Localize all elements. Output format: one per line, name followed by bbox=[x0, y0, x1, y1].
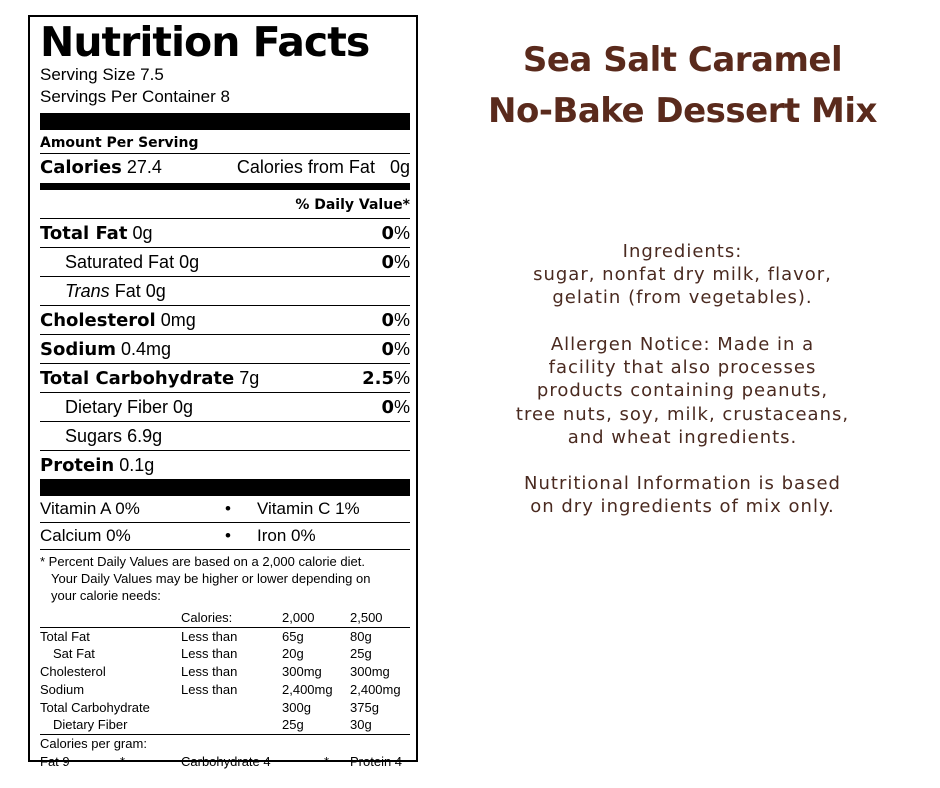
nutrient-row-sodium: Sodium 0.4mg 0% bbox=[40, 334, 410, 363]
calories-label: Calories bbox=[40, 157, 122, 178]
nutrient-amount: 0g bbox=[173, 397, 194, 417]
cpg-separator: * bbox=[324, 753, 330, 769]
cpg-separator: * bbox=[120, 753, 126, 769]
ingredients-heading: Ingredients: bbox=[622, 241, 743, 262]
nutrient-dv: 0 bbox=[381, 310, 394, 331]
table-row: Cholesterol Less than 300mg 300mg bbox=[40, 664, 390, 680]
nutrient-dv: 0 bbox=[381, 397, 394, 418]
nutrient-amount: 0g bbox=[132, 223, 153, 243]
footnote: * Percent Daily Values are based on a 2,… bbox=[40, 549, 410, 604]
nutrient-name: Fat bbox=[114, 281, 141, 301]
nutrient-amount: 0.1g bbox=[119, 455, 155, 475]
percent-sign: % bbox=[393, 252, 410, 272]
calcium: Calcium 0% bbox=[40, 526, 131, 545]
calories-from-fat-value: 0g bbox=[389, 157, 410, 177]
medium-divider bbox=[40, 183, 410, 190]
nutrient-name: Total Carbohydrate bbox=[40, 368, 235, 389]
ingredients-text: gelatin (from vegetables). bbox=[552, 287, 813, 309]
nutrient-name: Dietary Fiber bbox=[65, 397, 169, 417]
product-title-line: No-Bake Dessert Mix bbox=[488, 91, 877, 131]
footnote-line: Your Daily Values may be higher or lower… bbox=[51, 571, 371, 586]
iron: Iron 0% bbox=[257, 526, 316, 545]
bullet: • bbox=[225, 499, 231, 518]
table-row: Sodium Less than 2,400mg 2,400mg bbox=[40, 681, 401, 697]
calories-per-gram: Calories per gram: bbox=[40, 733, 410, 753]
nutrient-name: Sodium bbox=[40, 339, 116, 360]
table-row: Total Fat Less than 65g 80g bbox=[40, 628, 372, 644]
nutrient-amount: 0g bbox=[145, 281, 166, 301]
servings-per-container: Servings Per Container 8 bbox=[40, 87, 230, 106]
calories-per-gram-values: Fat 9 * Carbohydrate 4 * Protein 4 bbox=[40, 753, 410, 771]
thick-divider bbox=[40, 479, 410, 496]
nutrition-note: Nutritional Information is based on dry … bbox=[524, 473, 841, 518]
nutrient-row-sugars: Sugars 6.9g bbox=[40, 421, 410, 450]
vitamin-row: Vitamin A 0% • Vitamin C 1% bbox=[40, 496, 410, 522]
nutrient-name: Saturated Fat bbox=[65, 252, 175, 272]
amount-per-serving: Amount Per Serving bbox=[40, 135, 199, 151]
thick-divider bbox=[40, 113, 410, 130]
percent-sign: % bbox=[393, 397, 410, 417]
nutrient-dv: 2.5 bbox=[362, 368, 394, 389]
table-row: Dietary Fiber 25g 30g bbox=[53, 717, 372, 733]
nutrient-amount: 0.4mg bbox=[120, 339, 172, 359]
allergen-notice: Allergen Notice: Made in a facility that… bbox=[515, 334, 850, 448]
nutrient-amount: 0g bbox=[179, 252, 200, 272]
calories-value: 27.4 bbox=[126, 157, 162, 177]
percent-sign: % bbox=[393, 223, 410, 243]
nutrient-name: Protein bbox=[40, 455, 115, 476]
nutrient-row-total-fat: Total Fat 0g 0% bbox=[40, 218, 410, 247]
bullet: • bbox=[225, 526, 231, 545]
nutrient-name: Total Fat bbox=[40, 223, 128, 244]
serving-size: Serving Size 7.5 bbox=[40, 65, 164, 84]
ingredients-block: Ingredients: sugar, nonfat dry milk, fla… bbox=[470, 240, 895, 310]
nutrient-amount: 7g bbox=[239, 368, 260, 388]
nutrient-row-protein: Protein 0.1g bbox=[40, 450, 410, 479]
ingredients-text: sugar, nonfat dry milk, flavor, bbox=[533, 264, 832, 286]
cpg-fat: Fat 9 bbox=[40, 753, 70, 769]
percent-sign: % bbox=[393, 310, 410, 330]
vitamin-a: Vitamin A 0% bbox=[40, 499, 140, 518]
table-row: Total Carbohydrate 300g 375g bbox=[40, 699, 379, 715]
nutrient-name: Cholesterol bbox=[40, 310, 156, 331]
product-title-line: Sea Salt Caramel bbox=[522, 40, 843, 80]
vitamin-row: Calcium 0% • Iron 0% bbox=[40, 522, 410, 549]
footnote-line: your calorie needs: bbox=[51, 588, 161, 603]
label-title: Nutrition Facts bbox=[40, 18, 370, 66]
calories-from-fat-label: Calories from Fat bbox=[236, 157, 375, 177]
percent-sign: % bbox=[393, 339, 410, 359]
footnote-line: * Percent Daily Values are based on a 2,… bbox=[40, 554, 365, 569]
table-row: Calories: 2,000 2,500 bbox=[40, 609, 410, 628]
nutrient-name: Sugars bbox=[65, 426, 123, 446]
nutrient-row-dietary-fiber: Dietary Fiber 0g 0% bbox=[40, 392, 410, 421]
nutrient-amount: 0mg bbox=[160, 310, 196, 330]
calories-row: Calories 27.4 Calories from Fat 0g bbox=[40, 153, 410, 180]
product-title: Sea Salt Caramel No-Bake Dessert Mix bbox=[450, 35, 915, 137]
nutrient-dv: 0 bbox=[381, 223, 394, 244]
nutrition-facts-label: Nutrition Facts Serving Size 7.5 Serving… bbox=[28, 15, 418, 769]
nutrient-row-trans-fat: Trans Fat 0g bbox=[40, 276, 410, 305]
vitamin-c: Vitamin C 1% bbox=[257, 499, 360, 518]
daily-value-table: Calories: 2,000 2,500 Total Fat Less than… bbox=[40, 609, 410, 734]
percent-sign: % bbox=[393, 368, 410, 388]
nutrient-row-cholesterol: Cholesterol 0mg 0% bbox=[40, 305, 410, 334]
table-row: Sat Fat Less than 20g 25g bbox=[53, 646, 372, 662]
trans-prefix: Trans bbox=[65, 281, 110, 301]
daily-value-header: % Daily Value* bbox=[295, 197, 410, 213]
nutrient-amount: 6.9g bbox=[127, 426, 163, 446]
cpg-carbohydrate: Carbohydrate 4 bbox=[181, 753, 271, 769]
nutrient-dv: 0 bbox=[381, 252, 394, 273]
nutrient-row-total-carbohydrate: Total Carbohydrate 7g 2.5% bbox=[40, 363, 410, 392]
cpg-protein: Protein 4 bbox=[350, 753, 403, 769]
nutrient-dv: 0 bbox=[381, 339, 394, 360]
nutrient-row-saturated-fat: Saturated Fat 0g 0% bbox=[40, 247, 410, 276]
